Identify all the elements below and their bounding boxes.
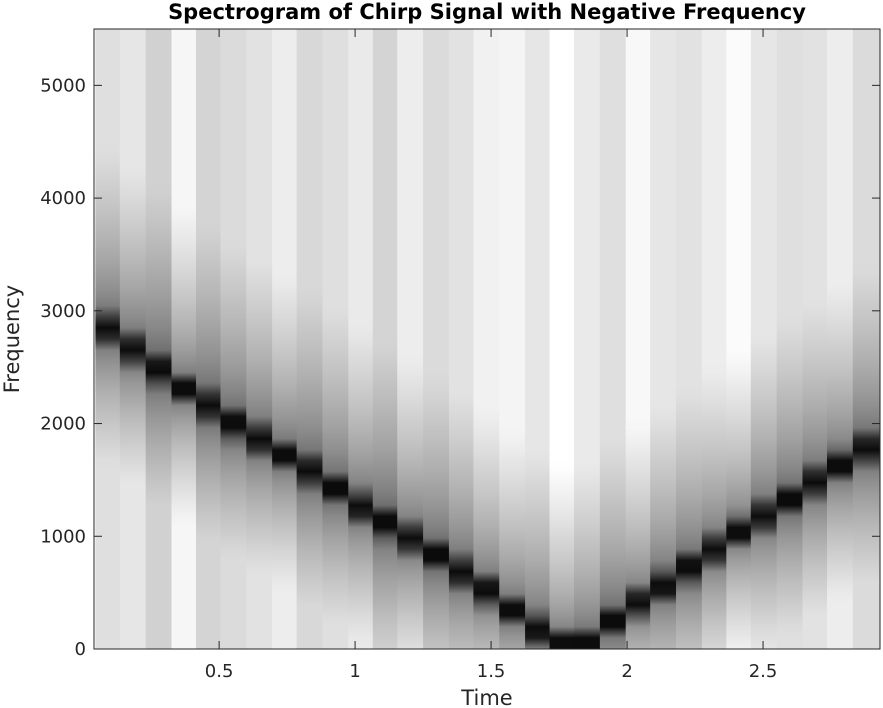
x-tick-label: 0.5 — [205, 661, 234, 682]
x-axis-label: Time — [460, 686, 512, 708]
spectrogram-heatmap — [95, 29, 880, 649]
x-tick-label: 1.5 — [477, 661, 506, 682]
spectrogram-column — [372, 29, 398, 649]
spectrogram-column — [499, 29, 526, 649]
spectrogram-column — [750, 29, 778, 649]
spectrogram-column — [852, 29, 880, 649]
x-tick-label: 2.5 — [749, 661, 778, 682]
spectrogram-column — [650, 29, 677, 649]
spectrogram-column — [473, 29, 500, 649]
spectrogram-column — [776, 29, 804, 649]
y-tick-label: 1000 — [40, 526, 86, 547]
y-axis-label: Frequency — [0, 285, 24, 394]
spectrogram-column — [574, 29, 601, 649]
spectrogram-column — [826, 29, 854, 649]
spectrogram-column — [296, 29, 324, 649]
spectrogram-column — [525, 29, 551, 649]
x-tick-label: 1 — [349, 661, 360, 682]
spectrogram-column — [701, 29, 727, 649]
chart-title: Spectrogram of Chirp Signal with Negativ… — [168, 0, 806, 24]
y-tick-label: 4000 — [40, 188, 86, 209]
spectrogram-column — [95, 29, 121, 649]
spectrogram-column — [726, 29, 752, 649]
x-axis-ticks: 0.5 1 1.5 2 2.5 — [205, 29, 778, 682]
spectrogram-column — [246, 29, 273, 649]
x-tick-label: 2 — [621, 661, 632, 682]
spectrogram-column — [676, 29, 703, 649]
spectrogram-column — [397, 29, 424, 649]
spectrogram-column — [322, 29, 349, 649]
spectrogram-column — [448, 29, 474, 649]
spectrogram-column — [195, 29, 222, 649]
spectrogram-column — [802, 29, 828, 649]
spectrogram-column — [599, 29, 627, 649]
spectrogram-column — [549, 29, 575, 649]
spectrogram-column — [423, 29, 450, 649]
spectrogram-column — [272, 29, 298, 649]
y-tick-label: 5000 — [40, 75, 86, 96]
spectrogram-column — [145, 29, 173, 649]
spectrogram-column — [171, 29, 197, 649]
y-axis-ticks: 0 1000 2000 3000 4000 5000 — [40, 75, 880, 660]
spectrogram-column — [625, 29, 651, 649]
spectrogram-column — [220, 29, 247, 649]
plot-frame — [93, 28, 881, 650]
y-tick-label: 3000 — [40, 301, 86, 322]
spectrogram-column — [119, 29, 147, 649]
spectrogram-column — [348, 29, 374, 649]
y-tick-label: 0 — [75, 639, 86, 660]
y-tick-label: 2000 — [40, 414, 86, 435]
